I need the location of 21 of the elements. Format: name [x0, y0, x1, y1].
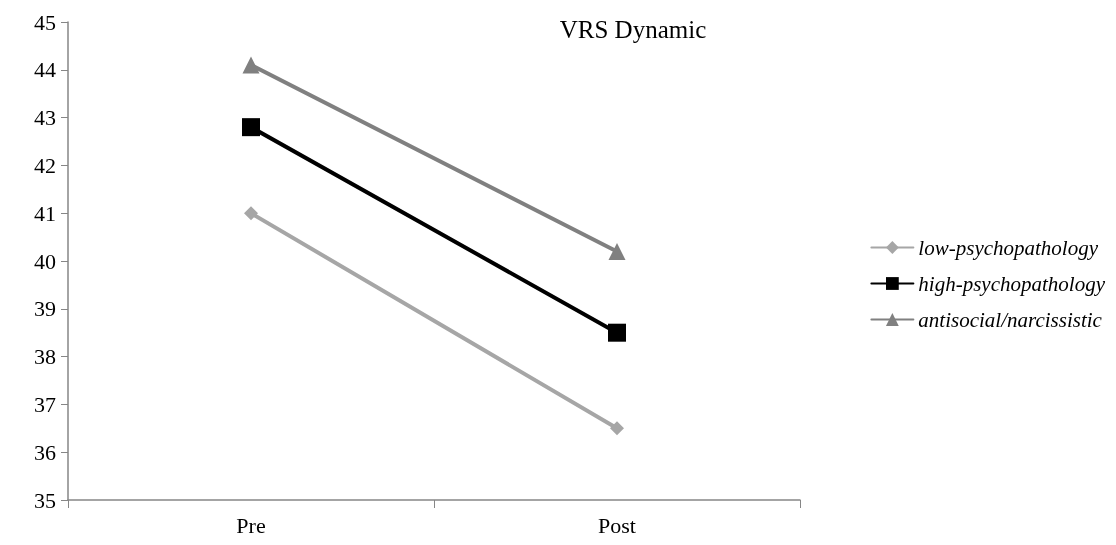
chart-title: VRS Dynamic [559, 16, 707, 43]
point [242, 118, 260, 137]
x-tick-label: Pre [236, 512, 266, 538]
legend-label: high-psychopathology [918, 271, 1106, 296]
y-tick-label: 40 [34, 248, 56, 274]
x-tick-label: Post [598, 512, 636, 538]
point [610, 421, 624, 436]
y-tick-label: 45 [34, 9, 56, 35]
legend-label: antisocial/narcissistic [918, 307, 1103, 332]
y-tick-label: 43 [34, 105, 56, 131]
point [244, 206, 258, 221]
legend-label: low-psychopathology [918, 235, 1099, 260]
y-tick-label: 38 [34, 344, 56, 370]
y-tick-label: 35 [34, 487, 56, 513]
y-tick-label: 44 [34, 57, 56, 83]
y-tick-label: 36 [34, 439, 56, 465]
y-tick-label: 37 [34, 391, 56, 417]
y-tick-label: 42 [34, 152, 56, 178]
point [608, 323, 626, 342]
y-tick-label: 39 [34, 296, 56, 322]
y-tick-label: 41 [34, 200, 56, 226]
